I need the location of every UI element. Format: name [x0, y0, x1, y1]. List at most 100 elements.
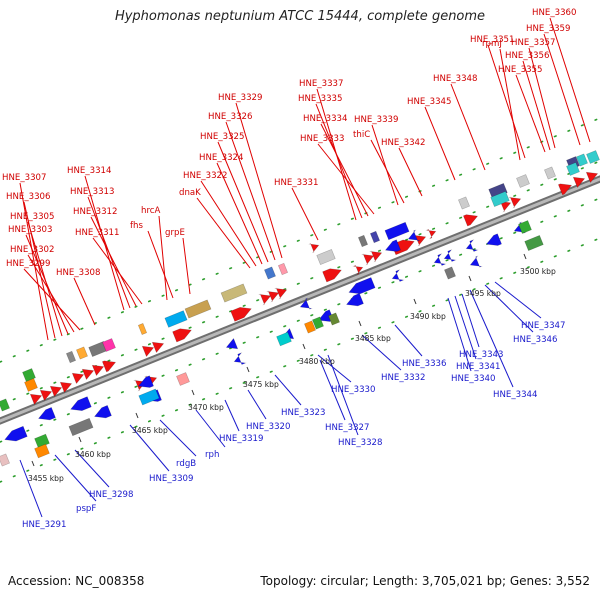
leader-line — [487, 44, 526, 159]
forward-gene-arrow — [151, 341, 165, 353]
gene-block — [328, 312, 340, 326]
forward-gene-label: HNE_3357 — [511, 38, 556, 48]
reverse-gene-arrow — [4, 425, 28, 442]
reverse-gene-arrow — [391, 269, 405, 282]
gene-block — [137, 323, 148, 335]
scale-label: 3455 kbp — [28, 474, 64, 483]
forward-gene-arrow — [71, 372, 85, 384]
leader-line — [522, 60, 551, 151]
forward-gene-label: rpmJ — [482, 39, 502, 49]
leader-line — [195, 409, 226, 448]
forward-gene-arrow — [230, 307, 252, 322]
gene-block — [369, 230, 381, 244]
forward-gene-arrow — [172, 328, 192, 343]
forward-gene-label: HNE_3303 — [8, 225, 53, 235]
leader-line — [315, 103, 363, 219]
forward-gene-arrow — [101, 360, 117, 373]
reverse-gene-arrow — [233, 352, 247, 365]
reverse-gene-arrow — [443, 249, 457, 262]
scale-tick — [523, 253, 527, 260]
forward-gene-arrow — [141, 345, 155, 357]
reverse-gene-label: HNE_3346 — [513, 335, 558, 345]
reverse-gene-arrow — [137, 375, 154, 388]
reverse-gene-arrow — [485, 233, 502, 246]
reverse-gene-label: HNE_3309 — [149, 474, 194, 484]
reverse-gene-label: pspF — [76, 504, 96, 514]
leader-line — [196, 197, 251, 269]
leader-line — [158, 215, 168, 301]
reverse-gene-label: HNE_3320 — [246, 422, 291, 432]
leader-line — [19, 459, 43, 518]
forward-gene-label: HNE_3333 — [300, 134, 345, 144]
forward-gene-label: fhs — [130, 221, 143, 231]
leader-line — [54, 454, 97, 502]
scale-tick — [135, 412, 139, 419]
forward-gene-arrow — [308, 243, 320, 254]
leader-line — [247, 389, 267, 420]
forward-gene-arrow — [369, 250, 383, 263]
scale-tick — [413, 298, 417, 305]
leader-line — [217, 141, 269, 263]
gene-block — [444, 266, 456, 280]
forward-gene-arrow — [49, 385, 63, 397]
reverse-gene-label: HNE_3340 — [451, 374, 496, 384]
scale-tick — [302, 343, 306, 350]
forward-gene-label: HNE_3335 — [298, 94, 343, 104]
forward-gene-label: HNE_3348 — [433, 74, 478, 84]
gene-block — [566, 162, 580, 176]
reverse-gene-arrow — [225, 338, 239, 350]
forward-gene-arrow — [585, 171, 599, 183]
scale-label: 3480 kbp — [299, 357, 335, 366]
leader-line — [23, 268, 81, 331]
forward-gene-label: HNE_3307 — [2, 173, 47, 183]
reverse-gene-label: HNE_3341 — [456, 362, 501, 372]
gene-features — [0, 150, 600, 467]
leader-line — [235, 102, 283, 259]
reverse-gene-arrow — [384, 239, 401, 252]
forward-gene-arrow — [425, 229, 437, 240]
gene-block — [138, 388, 160, 406]
leader-line — [450, 83, 486, 171]
leader-line — [19, 182, 49, 341]
forward-gene-label: HNE_3306 — [6, 192, 51, 202]
leader-line — [424, 106, 456, 181]
genome-summary-text: Topology: circular; Length: 3,705,021 bp… — [260, 574, 590, 588]
reverse-gene-label: HNE_3347 — [521, 321, 566, 331]
gene-block — [490, 190, 510, 208]
forward-gene-label: HNE_3329 — [218, 93, 263, 103]
leader-line — [92, 237, 143, 305]
leader-line — [370, 139, 405, 204]
leader-line — [159, 419, 197, 457]
gene-block — [524, 234, 544, 252]
leader-line — [469, 289, 514, 388]
forward-gene-label: HNE_3342 — [381, 138, 426, 148]
gene-block — [316, 248, 336, 266]
leader-line — [27, 254, 75, 333]
leader-line — [454, 295, 477, 360]
reverse-gene-arrow — [348, 277, 376, 295]
forward-gene-arrow — [29, 393, 43, 405]
leader-line — [291, 187, 319, 241]
leader-line — [216, 162, 263, 265]
scale-tick — [358, 320, 362, 327]
forward-gene-arrow — [258, 293, 272, 306]
forward-gene-label: HNE_3334 — [303, 114, 348, 124]
gene-block — [304, 320, 316, 334]
forward-gene-arrow — [266, 290, 280, 303]
gene-block — [516, 174, 530, 188]
scale-label: 3495 kbp — [465, 289, 501, 298]
leader-line — [461, 293, 480, 348]
forward-gene-label: HNE_3351 — [470, 35, 515, 45]
gene-block — [102, 338, 116, 352]
leader-line — [371, 124, 399, 206]
scale-tick — [191, 389, 195, 396]
forward-gene-label: HNE_3313 — [70, 187, 115, 197]
gene-block — [312, 316, 324, 330]
backbone-highlight — [0, 177, 600, 423]
forward-gene-arrow — [352, 265, 364, 276]
accession-text: Accession: NC_008358 — [8, 574, 145, 588]
reverse-gene-label: rph — [205, 450, 219, 460]
forward-gene-label: HNE_3324 — [199, 153, 244, 163]
scale-tick — [468, 275, 472, 282]
gene-block — [34, 443, 50, 459]
